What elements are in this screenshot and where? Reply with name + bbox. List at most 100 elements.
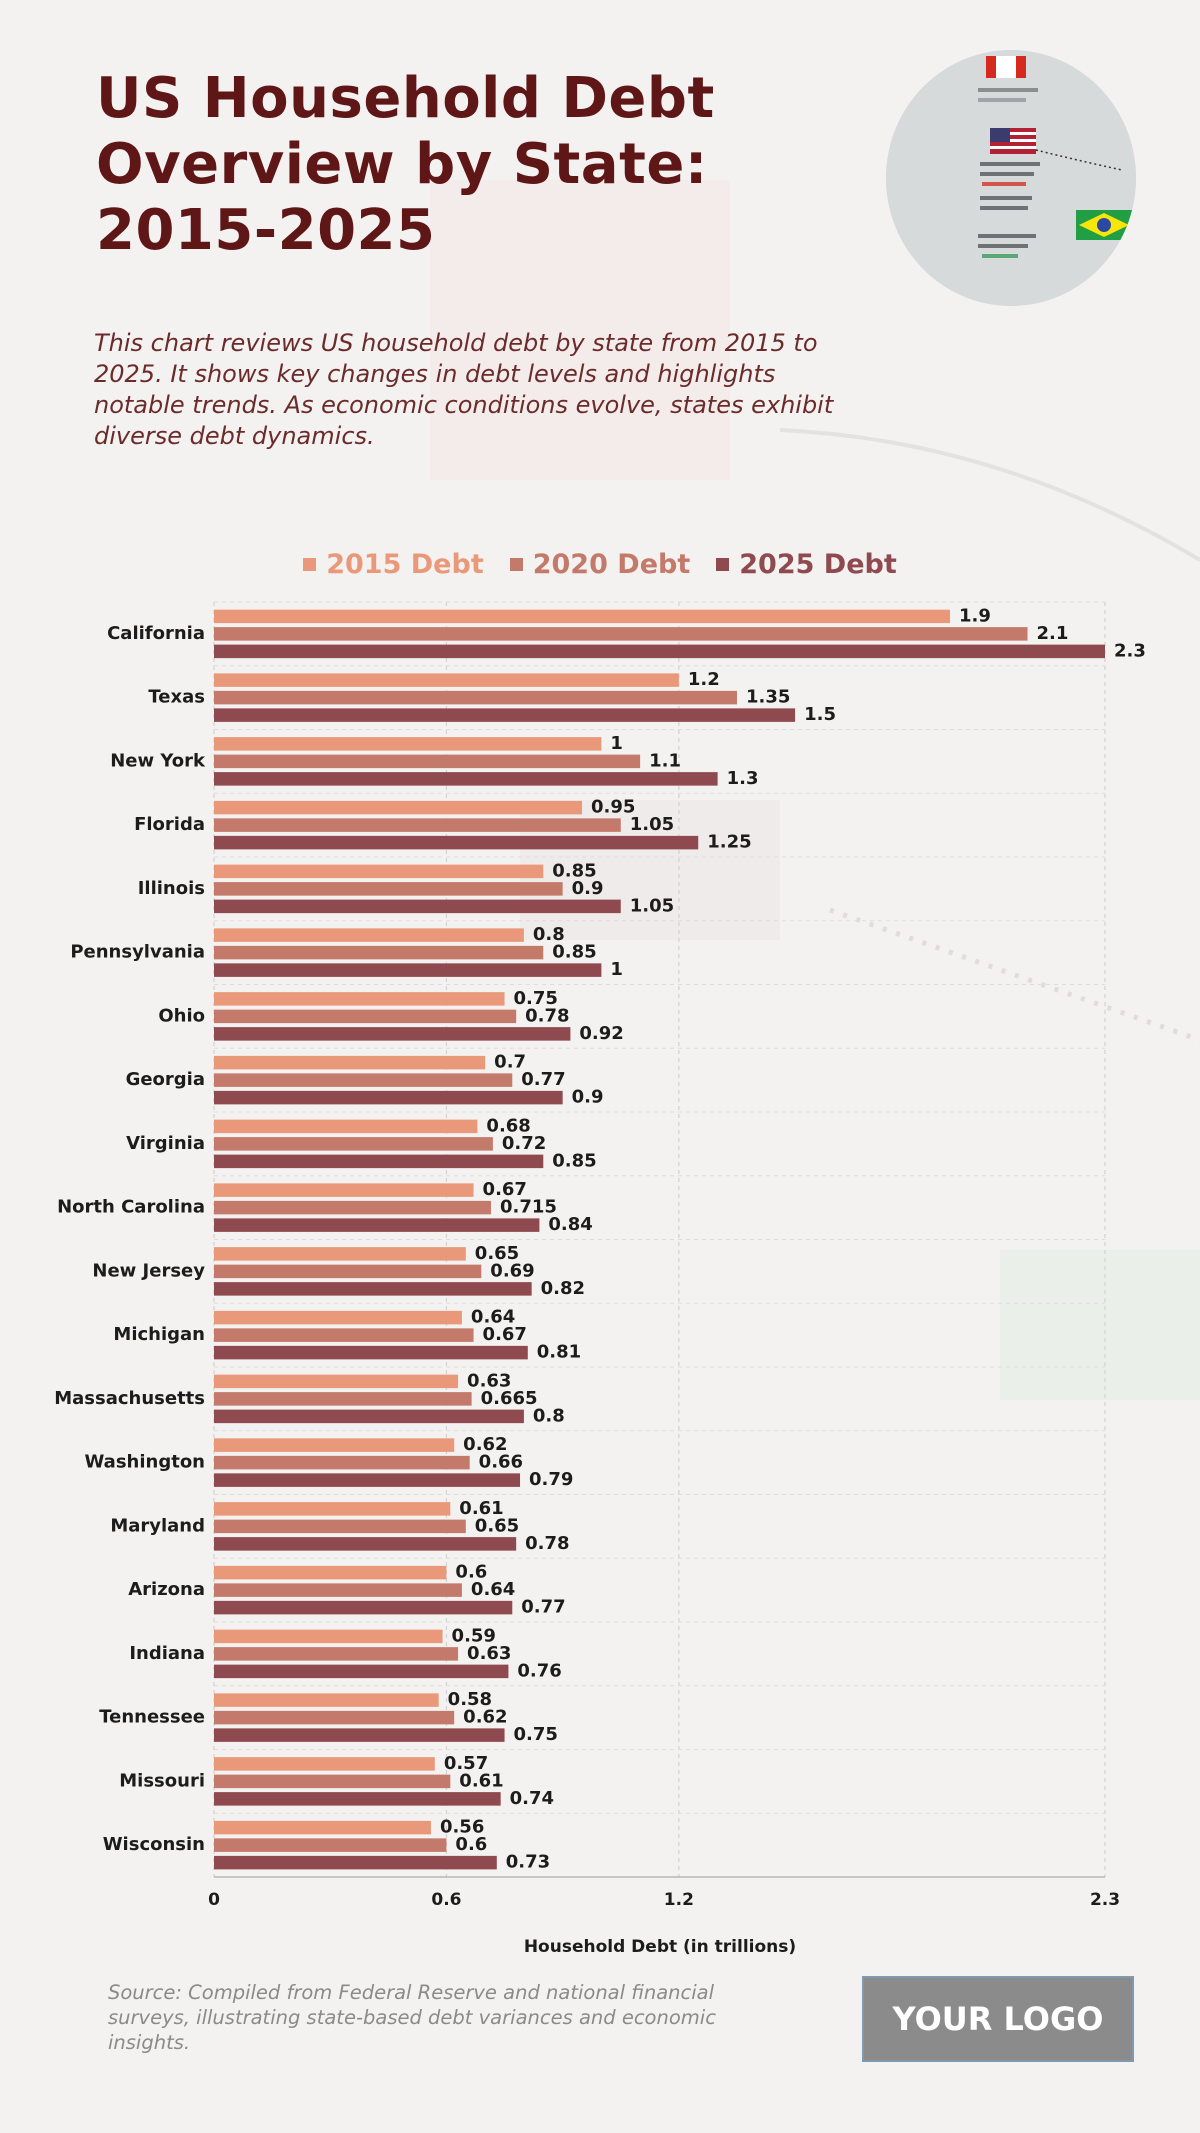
value-label-illinois-2020-debt: 0.9 [572,878,604,899]
value-label-washington-2025-debt: 0.79 [529,1469,573,1490]
category-label-georgia: Georgia [126,1069,205,1090]
value-label-texas-2025-debt: 1.5 [804,704,836,725]
category-label-ohio: Ohio [158,1005,205,1026]
value-label-maryland-2025-debt: 0.78 [525,1533,569,1554]
value-label-virginia-2025-debt: 0.85 [552,1150,596,1171]
bar-michigan-2025-debt [214,1345,528,1360]
bar-texas-2015-debt [214,673,679,687]
bar-arizona-2015-debt [214,1565,447,1580]
category-label-arizona: Arizona [128,1579,205,1600]
value-label-wisconsin-2015-debt: 0.56 [440,1817,484,1838]
bar-indiana-2015-debt [214,1629,443,1644]
bar-massachusetts-2015-debt [214,1374,459,1389]
category-label-washington: Washington [84,1452,205,1473]
value-label-arizona-2020-debt: 0.64 [471,1579,515,1600]
bar-washington-2025-debt [214,1473,521,1487]
value-label-massachusetts-2025-debt: 0.8 [533,1405,565,1426]
value-label-california-2015-debt: 1.9 [959,605,991,626]
value-label-virginia-2020-debt: 0.72 [502,1133,546,1154]
value-label-georgia-2020-debt: 0.77 [521,1069,565,1090]
bar-new-jersey-2025-debt [214,1282,532,1296]
value-label-maryland-2020-debt: 0.65 [475,1515,519,1536]
value-label-pennsylvania-2025-debt: 1 [610,959,623,980]
legend-swatch-2025 [716,557,730,571]
bar-virginia-2015-debt [214,1119,478,1134]
x-tick-label: 1.2 [664,1890,694,1910]
bar-california-2015-debt [214,609,951,624]
value-label-north-carolina-2025-debt: 0.84 [548,1214,592,1235]
value-label-tennessee-2020-debt: 0.62 [463,1707,507,1728]
bar-massachusetts-2025-debt [214,1409,524,1424]
value-label-wisconsin-2020-debt: 0.6 [455,1834,487,1855]
bar-tennessee-2015-debt [214,1693,439,1707]
value-label-new-jersey-2025-debt: 0.82 [541,1278,585,1299]
bar-virginia-2020-debt [214,1137,493,1151]
value-label-michigan-2020-debt: 0.67 [483,1324,527,1345]
bar-pennsylvania-2015-debt [214,928,524,942]
bar-new-york-2015-debt [214,737,602,751]
bar-maryland-2015-debt [214,1502,451,1516]
value-label-pennsylvania-2015-debt: 0.8 [533,924,565,945]
bar-missouri-2015-debt [214,1757,435,1771]
bar-texas-2025-debt [214,708,796,722]
bar-indiana-2020-debt [214,1647,459,1661]
value-label-massachusetts-2015-debt: 0.63 [467,1370,511,1391]
bar-north-carolina-2025-debt [214,1218,540,1232]
bar-tennessee-2025-debt [214,1728,505,1742]
category-label-north-carolina: North Carolina [57,1197,205,1218]
legend-item-2025[interactable]: 2025 Debt [716,549,897,580]
bar-michigan-2020-debt [214,1328,474,1342]
value-label-maryland-2015-debt: 0.61 [459,1498,503,1519]
bar-pennsylvania-2025-debt [214,963,602,977]
bar-florida-2025-debt [214,835,699,850]
bar-illinois-2020-debt [214,882,563,896]
bar-wisconsin-2020-debt [214,1838,447,1852]
bar-washington-2020-debt [214,1455,470,1470]
bar-massachusetts-2020-debt [214,1392,472,1406]
value-label-ohio-2025-debt: 0.92 [579,1023,623,1044]
bar-georgia-2025-debt [214,1090,563,1105]
value-label-tennessee-2015-debt: 0.58 [448,1689,492,1710]
bar-new-jersey-2015-debt [214,1247,466,1261]
value-label-massachusetts-2020-debt: 0.665 [481,1388,538,1409]
value-label-tennessee-2025-debt: 0.75 [514,1724,558,1745]
bar-arizona-2020-debt [214,1583,462,1597]
value-label-michigan-2025-debt: 0.81 [537,1342,581,1363]
value-label-virginia-2015-debt: 0.68 [486,1115,530,1136]
category-label-indiana: Indiana [129,1643,205,1664]
source-note: Source: Compiled from Federal Reserve an… [108,1981,716,2054]
value-label-new-jersey-2015-debt: 0.65 [475,1243,519,1264]
bar-california-2025-debt [214,644,1105,659]
value-label-arizona-2025-debt: 0.77 [521,1597,565,1618]
bar-maryland-2025-debt [214,1537,517,1551]
value-label-ohio-2020-debt: 0.78 [525,1005,569,1026]
bar-illinois-2015-debt [214,864,544,879]
page-title: US Household Debt Overview by State: 201… [96,66,715,263]
chart-legend: 2015 Debt 2020 Debt 2025 Debt [0,546,1200,582]
category-label-florida: Florida [134,814,205,835]
x-axis-title: Household Debt (in trillions) [524,1937,796,1957]
value-label-georgia-2015-debt: 0.7 [494,1052,526,1073]
bar-wisconsin-2015-debt [214,1820,431,1835]
bar-ohio-2025-debt [214,1027,571,1041]
value-label-texas-2020-debt: 1.35 [746,687,790,708]
category-label-new-york: New York [110,750,206,771]
bar-north-carolina-2015-debt [214,1183,474,1197]
legend-item-2015[interactable]: 2015 Debt [303,549,484,580]
category-label-massachusetts: Massachusetts [54,1388,205,1409]
bar-new-york-2020-debt [214,754,641,769]
category-label-california: California [107,623,205,644]
value-label-missouri-2025-debt: 0.74 [510,1788,554,1809]
bar-ohio-2015-debt [214,992,505,1006]
legend-item-2020[interactable]: 2020 Debt [509,549,690,580]
value-label-florida-2020-debt: 1.05 [630,814,674,835]
category-label-illinois: Illinois [138,878,205,899]
value-label-illinois-2025-debt: 1.05 [630,895,674,916]
bar-tennessee-2020-debt [214,1710,455,1725]
bar-north-carolina-2020-debt [214,1200,491,1215]
value-label-north-carolina-2015-debt: 0.67 [483,1179,527,1200]
bar-illinois-2025-debt [214,899,621,914]
x-tick-label: 2.3 [1090,1890,1120,1910]
bar-california-2020-debt [214,627,1028,641]
